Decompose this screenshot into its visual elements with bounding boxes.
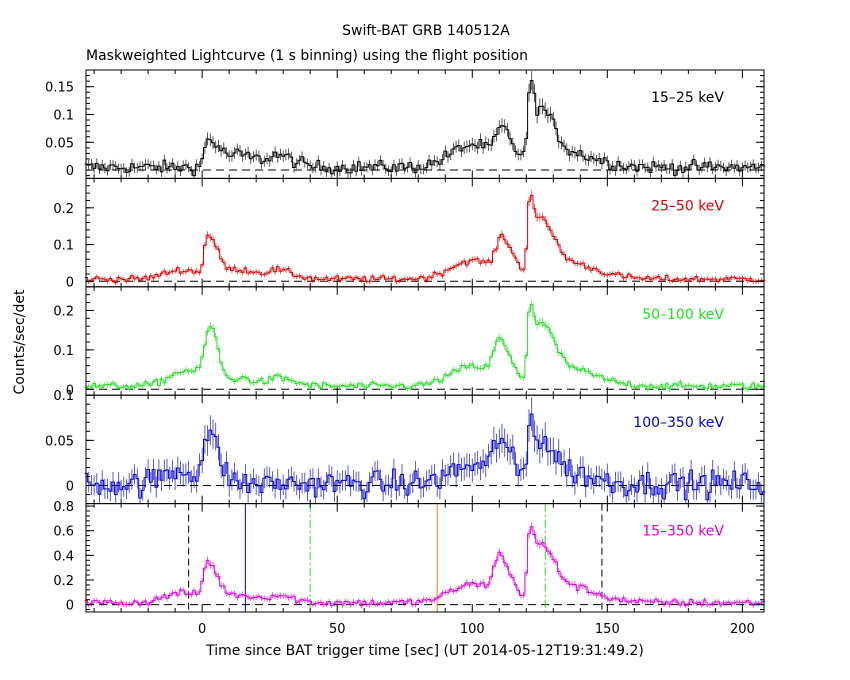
chart-title: Swift-BAT GRB 140512A xyxy=(342,23,510,39)
band-label: 50–100 keV xyxy=(642,307,724,323)
y-tick-label: 0.6 xyxy=(53,525,74,540)
panel-4: 0 0.05 0.1 100–350 keV xyxy=(45,389,766,505)
y-tick-label: 0 xyxy=(66,383,74,398)
y-tick-label: 0.05 xyxy=(45,136,74,151)
x-tick-label: 200 xyxy=(730,622,755,637)
panel-frame xyxy=(85,503,765,613)
error-bars xyxy=(85,71,765,179)
y-tick-label: 0.2 xyxy=(53,304,74,319)
y-axis-label: Counts/sec/det xyxy=(12,289,28,394)
panel-1: 0 0.05 0.1 0.15 15–25 keV xyxy=(45,69,766,179)
y-tick-label: 0.8 xyxy=(53,500,74,515)
y-tick-label: 0.15 xyxy=(45,81,74,96)
x-tick-label: 50 xyxy=(329,622,346,637)
error-bars xyxy=(85,397,765,504)
y-tick-label: 0.4 xyxy=(53,549,74,564)
y-tick-label: 0.1 xyxy=(53,344,74,359)
y-tick-label: 0 xyxy=(66,599,74,614)
chart-subtitle: Maskweighted Lightcurve (1 s binning) us… xyxy=(86,48,528,64)
band-label: 100–350 keV xyxy=(633,415,724,431)
y-tick-label: 0 xyxy=(66,275,74,290)
y-tick-label: 0 xyxy=(66,480,74,495)
y-tick-label: 0.05 xyxy=(45,434,74,449)
panel-3: 0 0.1 0.2 50–100 keV xyxy=(53,286,766,398)
series-line xyxy=(84,80,766,177)
x-tick-label: 0 xyxy=(198,622,206,637)
y-tick-label: 0 xyxy=(66,164,74,179)
x-axis-label: Time since BAT trigger time [sec] (UT 20… xyxy=(205,643,644,659)
band-label: 25–50 keV xyxy=(651,198,724,214)
x-tick-label: 150 xyxy=(595,622,620,637)
panel-frame xyxy=(85,286,765,396)
y-tick-label: 0.1 xyxy=(53,108,74,123)
series-line xyxy=(84,413,766,501)
band-label: 15–350 keV xyxy=(642,524,724,540)
y-tick-label: 0.1 xyxy=(53,239,74,254)
y-tick-label: 0.2 xyxy=(53,202,74,217)
y-tick-label: 0.2 xyxy=(53,574,74,589)
series-line xyxy=(84,194,766,284)
series-line xyxy=(84,526,766,607)
x-tick-label: 100 xyxy=(460,622,485,637)
series-line xyxy=(84,303,766,390)
band-label: 15–25 keV xyxy=(651,90,724,106)
panel-5: 0 0.2 0.4 0.6 0.8 15–350 keV xyxy=(53,500,766,614)
panel-frame xyxy=(85,69,765,179)
y-tick-label: 0.1 xyxy=(53,389,74,404)
panel-2: 0 0.1 0.2 25–50 keV xyxy=(53,177,766,290)
